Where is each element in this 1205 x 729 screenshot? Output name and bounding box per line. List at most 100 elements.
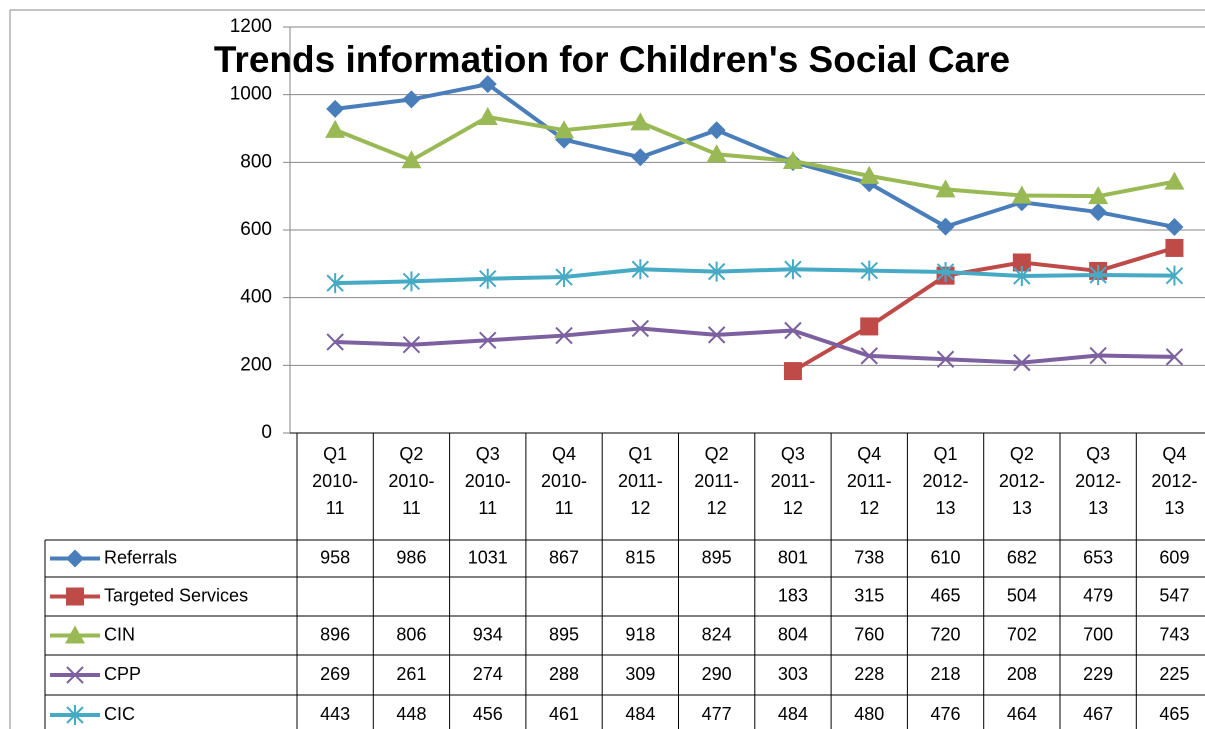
table-value: 464 bbox=[1007, 704, 1037, 724]
x-tick-label-box: Q2 2011-12 bbox=[694, 444, 739, 518]
x-tick-label-box: Q4 2012-13 bbox=[1151, 444, 1198, 518]
marker bbox=[707, 261, 726, 282]
x-tick-label: Q1 2012-13 bbox=[922, 444, 969, 518]
x-tick-label-box: Q4 2010-11 bbox=[541, 444, 587, 518]
y-tick-label: 1200 bbox=[230, 16, 272, 37]
table-value: 1031 bbox=[468, 547, 508, 567]
marker bbox=[65, 625, 85, 644]
table-value: 269 bbox=[320, 664, 350, 684]
table-value: 480 bbox=[854, 704, 884, 724]
table-value: 504 bbox=[1007, 585, 1037, 605]
x-tick-label-box: Q4 2011-12 bbox=[847, 444, 892, 518]
x-tick-label-box: Q1 2010-11 bbox=[312, 444, 358, 518]
table-value: 760 bbox=[854, 624, 884, 644]
marker bbox=[402, 271, 421, 292]
table-value: 303 bbox=[778, 664, 808, 684]
marker bbox=[326, 273, 344, 294]
marker bbox=[706, 144, 727, 163]
x-tick-label-box: Q2 2012-13 bbox=[998, 444, 1045, 518]
marker bbox=[631, 259, 650, 280]
marker bbox=[783, 362, 802, 381]
series-line bbox=[334, 114, 1175, 199]
table-value: 958 bbox=[320, 547, 350, 567]
table-value: 484 bbox=[778, 704, 808, 724]
table-value: 895 bbox=[549, 624, 579, 644]
marker bbox=[860, 347, 878, 365]
table-value: 261 bbox=[396, 664, 426, 684]
table-value: 456 bbox=[473, 704, 503, 724]
table-value: 702 bbox=[1007, 624, 1037, 644]
table-value: 484 bbox=[625, 704, 655, 724]
marker bbox=[784, 321, 802, 340]
table-value: 477 bbox=[702, 704, 732, 724]
x-tick-label: Q4 2012-13 bbox=[1151, 444, 1198, 518]
table-value: 315 bbox=[854, 585, 884, 605]
marker bbox=[555, 267, 573, 288]
x-tick-label-box: Q1 2012-13 bbox=[922, 444, 969, 518]
table-value: 934 bbox=[473, 624, 503, 644]
marker bbox=[860, 260, 878, 281]
x-tick-label: Q2 2010-11 bbox=[388, 444, 435, 518]
table-value: 804 bbox=[778, 624, 808, 644]
marker bbox=[478, 75, 497, 94]
table-value: 815 bbox=[625, 547, 655, 567]
x-tick-label-box: Q3 2010-11 bbox=[464, 444, 511, 518]
y-tick-label: 200 bbox=[240, 354, 272, 375]
table-value: 290 bbox=[702, 664, 732, 684]
x-tick-label-box: Q3 2012-13 bbox=[1075, 444, 1122, 518]
table-value: 896 bbox=[320, 624, 350, 644]
marker bbox=[555, 326, 573, 345]
y-tick-label: 800 bbox=[240, 151, 272, 172]
y-tick-label: 600 bbox=[240, 219, 272, 240]
marker bbox=[1011, 185, 1032, 204]
legend-label: Targeted Services bbox=[104, 585, 248, 605]
table-value: 465 bbox=[931, 585, 961, 605]
marker bbox=[707, 326, 726, 344]
marker bbox=[402, 335, 421, 354]
marker bbox=[1089, 346, 1107, 365]
marker bbox=[66, 705, 84, 725]
x-tick-label: Q3 2011-12 bbox=[770, 444, 816, 518]
table-value: 274 bbox=[473, 664, 503, 684]
table-value: 225 bbox=[1159, 664, 1189, 684]
marker bbox=[859, 165, 880, 184]
y-tick-label: 1000 bbox=[230, 84, 272, 105]
x-tick-label: Q1 2011-12 bbox=[617, 444, 663, 518]
table-value: 183 bbox=[778, 585, 808, 605]
marker bbox=[1164, 171, 1185, 190]
marker bbox=[554, 120, 575, 139]
table-value: 720 bbox=[931, 624, 961, 644]
marker bbox=[402, 90, 421, 109]
table-value: 476 bbox=[931, 704, 961, 724]
table-value: 229 bbox=[1083, 664, 1113, 684]
marker bbox=[936, 261, 955, 282]
x-tick-label: Q2 2012-13 bbox=[998, 444, 1045, 518]
table-value: 288 bbox=[549, 664, 579, 684]
marker bbox=[631, 319, 650, 338]
series-line bbox=[335, 267, 1175, 286]
table-value: 801 bbox=[778, 547, 808, 567]
x-tick-label-box: Q1 2011-12 bbox=[617, 444, 663, 518]
marker bbox=[1012, 253, 1031, 272]
x-tick-label-box: Q3 2011-12 bbox=[770, 444, 816, 518]
table-value: 228 bbox=[854, 664, 884, 684]
marker bbox=[630, 112, 651, 131]
series-line bbox=[791, 246, 1176, 373]
marker bbox=[479, 268, 497, 289]
table-value: 610 bbox=[931, 547, 961, 567]
marker bbox=[66, 587, 84, 606]
marker bbox=[935, 179, 956, 198]
table-value: 653 bbox=[1083, 547, 1113, 567]
marker bbox=[784, 259, 802, 280]
marker bbox=[707, 121, 726, 140]
table-value: 682 bbox=[1007, 547, 1037, 567]
table-value: 309 bbox=[625, 664, 655, 684]
table-value: 208 bbox=[1007, 664, 1037, 684]
x-tick-label-box: Q2 2010-11 bbox=[388, 444, 435, 518]
x-tick-label: Q3 2012-13 bbox=[1075, 444, 1122, 518]
table-value: 806 bbox=[396, 624, 426, 644]
marker bbox=[782, 150, 803, 169]
x-tick-label: Q3 2010-11 bbox=[464, 444, 511, 518]
table-value: 743 bbox=[1159, 624, 1189, 644]
